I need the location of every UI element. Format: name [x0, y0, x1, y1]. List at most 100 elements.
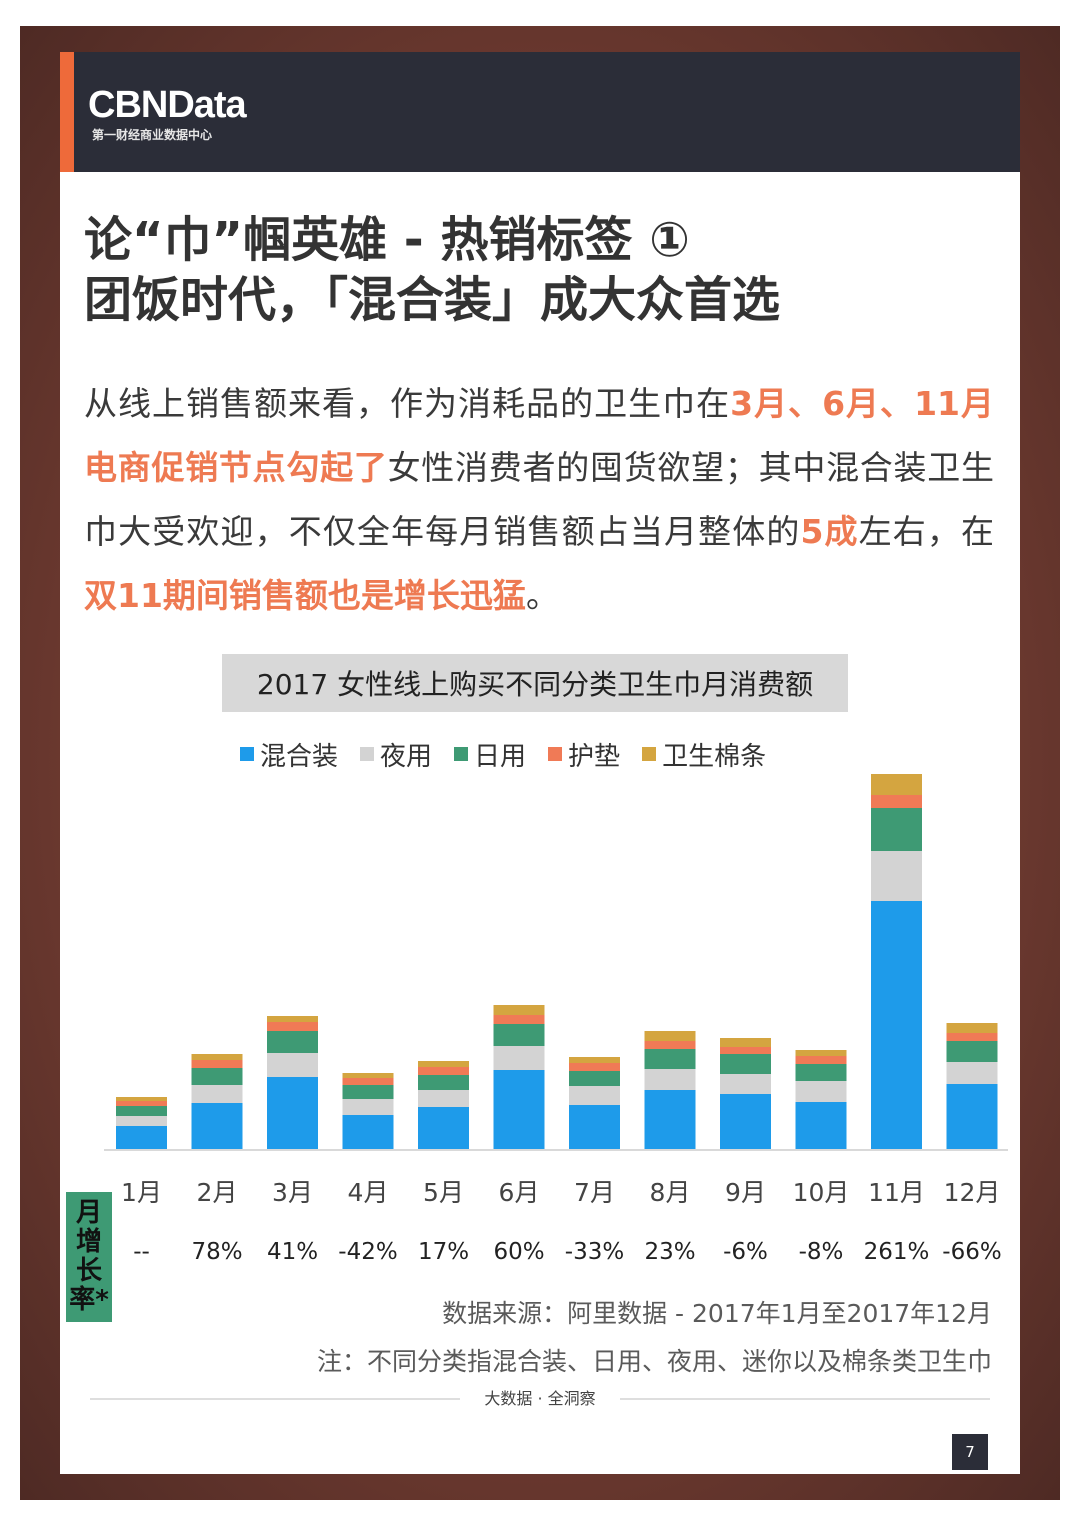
bar-segment-day-4	[342, 1085, 394, 1099]
legend-swatch-night	[360, 747, 375, 761]
legend-item-liner: 护垫	[548, 736, 620, 773]
bar-segment-tampon-6	[493, 1005, 545, 1015]
footer-divider-right	[620, 1398, 990, 1400]
x-tick-label-6: 6月	[499, 1178, 540, 1207]
growth-rate-1: --	[133, 1239, 150, 1265]
legend-item-night: 夜用	[360, 736, 432, 773]
bar-segment-day-7	[569, 1071, 620, 1086]
bar-segment-mixed-4	[342, 1115, 394, 1149]
bar-segment-liner-2	[191, 1060, 243, 1068]
chart-note: 注：不同分类指混合装、日用、夜用、迷你以及棉条类卫生巾	[316, 1347, 992, 1376]
growth-rate-label: 月 增 长 率*	[66, 1192, 112, 1322]
bar-segment-tampon-7	[569, 1057, 620, 1063]
bar-segment-day-6	[493, 1024, 545, 1046]
chart-title: 2017 女性线上购买不同分类卫生巾月消费额	[256, 668, 814, 701]
bar-segment-liner-10	[795, 1056, 847, 1064]
bar-segment-day-12	[946, 1041, 998, 1062]
x-tick-label-3: 3月	[272, 1178, 313, 1207]
bar-segment-tampon-8	[644, 1031, 696, 1041]
bar-segment-day-10	[795, 1064, 847, 1081]
growth-rate-label-char-2: 增	[75, 1227, 102, 1257]
bar-segment-mixed-11	[871, 901, 922, 1149]
bar-segment-night-6	[493, 1046, 545, 1070]
growth-rate-7: -33%	[565, 1239, 624, 1265]
bar-segment-day-11	[871, 808, 922, 851]
x-tick-label-9: 9月	[725, 1178, 766, 1207]
bar-segment-night-9	[720, 1074, 771, 1094]
x-tick-label-5: 5月	[423, 1178, 464, 1207]
x-tick-label-2: 2月	[197, 1178, 238, 1207]
legend-label-tampon: 卫生棉条	[662, 741, 767, 772]
bar-segment-tampon-4	[342, 1073, 394, 1078]
body-paragraph: 从线上销售额来看，作为消耗品的卫生巾在3月、6月、11月电商促销节点勾起了女性消…	[84, 372, 994, 628]
para-highlight-3: 双11期间销售额也是增长迅猛	[84, 576, 526, 615]
x-tick-label-10: 10月	[793, 1178, 850, 1207]
growth-rate-label-char-4: 率*	[69, 1285, 109, 1315]
bar-segment-mixed-7	[569, 1105, 620, 1149]
page-number: 7	[952, 1434, 988, 1470]
bar-segment-tampon-12	[946, 1023, 998, 1033]
bar-segment-liner-7	[569, 1063, 620, 1071]
bar-segment-night-1	[116, 1116, 167, 1126]
bar-segment-mixed-1	[116, 1126, 167, 1149]
x-tick-label-7: 7月	[574, 1178, 615, 1207]
bar-segment-mixed-6	[493, 1070, 545, 1149]
bar-segment-day-1	[116, 1106, 167, 1116]
bar-segment-day-8	[644, 1049, 696, 1069]
bar-segment-day-3	[267, 1031, 318, 1053]
footer-tagline: 大数据 · 全洞察	[484, 1389, 596, 1408]
growth-rate-4: -42%	[338, 1239, 397, 1265]
bar-segment-liner-3	[267, 1022, 318, 1031]
bar-segment-mixed-5	[418, 1107, 469, 1149]
bar-segment-liner-11	[871, 795, 922, 808]
para-highlight-2: 5成	[800, 512, 859, 551]
bar-segment-mixed-3	[267, 1077, 318, 1149]
chart-title-box: 2017 女性线上购买不同分类卫生巾月消费额	[222, 654, 848, 712]
legend-label-mixed: 混合装	[260, 741, 339, 772]
growth-rate-5: 17%	[418, 1239, 469, 1265]
x-tick-label-8: 8月	[650, 1178, 691, 1207]
bar-segment-night-11	[871, 851, 922, 901]
legend-label-liner: 护垫	[568, 741, 621, 772]
logo: CBNData	[88, 84, 247, 126]
bar-segment-tampon-11	[871, 774, 922, 795]
bar-segment-day-9	[720, 1054, 771, 1074]
x-tick-label-1: 1月	[121, 1178, 162, 1207]
bar-segment-liner-4	[342, 1078, 394, 1085]
bar-segment-liner-9	[720, 1047, 771, 1054]
growth-rate-8: 23%	[644, 1239, 695, 1265]
bar-segment-mixed-9	[720, 1094, 771, 1149]
bar-segment-night-4	[342, 1099, 394, 1115]
logo-subtitle: 第一财经商业数据中心	[92, 128, 213, 142]
legend-swatch-day	[454, 747, 469, 761]
bar-segment-tampon-9	[720, 1038, 771, 1047]
para-text-1: 从线上销售额来看，作为消耗品的卫生巾在	[84, 384, 731, 423]
bar-segment-tampon-3	[267, 1016, 318, 1022]
growth-rate-label-char-1: 月	[75, 1198, 102, 1228]
bar-segment-mixed-12	[946, 1084, 998, 1149]
para-highlight-1: 3月、6月、11月电商促销节点勾起了	[84, 384, 994, 487]
growth-rate-10: -8%	[799, 1239, 844, 1265]
bar-segment-night-7	[569, 1086, 620, 1105]
bar-segment-liner-5	[418, 1067, 469, 1075]
bar-segment-night-8	[644, 1069, 696, 1090]
legend-label-night: 夜用	[380, 741, 433, 772]
growth-rate-2: 78%	[191, 1239, 242, 1265]
bar-segment-tampon-1	[116, 1097, 167, 1101]
bar-segment-mixed-8	[644, 1090, 696, 1149]
growth-rate-12: -66%	[942, 1239, 1001, 1265]
bar-segment-night-12	[946, 1062, 998, 1084]
para-text-2: 女性消费者的囤货欲望；其中混合装卫生巾大受欢迎，不仅全年每月销售额占当月整体的	[84, 448, 995, 551]
header-accent-stripe	[60, 52, 74, 172]
legend-swatch-liner	[548, 747, 563, 761]
bar-segment-night-2	[191, 1085, 243, 1103]
legend-swatch-mixed	[240, 747, 254, 761]
title-line-2: 团饭时代，「混合装」成大众首选	[84, 272, 781, 328]
legend-item-tampon: 卫生棉条	[642, 736, 766, 773]
legend-item-day: 日用	[454, 736, 526, 773]
bar-segment-liner-12	[946, 1033, 998, 1041]
bar-segment-liner-8	[644, 1041, 696, 1049]
x-tick-label-12: 12月	[944, 1178, 1001, 1207]
slide-page: CBNData 第一财经商业数据中心 论“巾”帼英雄 - 热销标签 ① 团饭时代…	[60, 52, 1020, 1474]
x-tick-label-11: 11月	[868, 1178, 925, 1207]
